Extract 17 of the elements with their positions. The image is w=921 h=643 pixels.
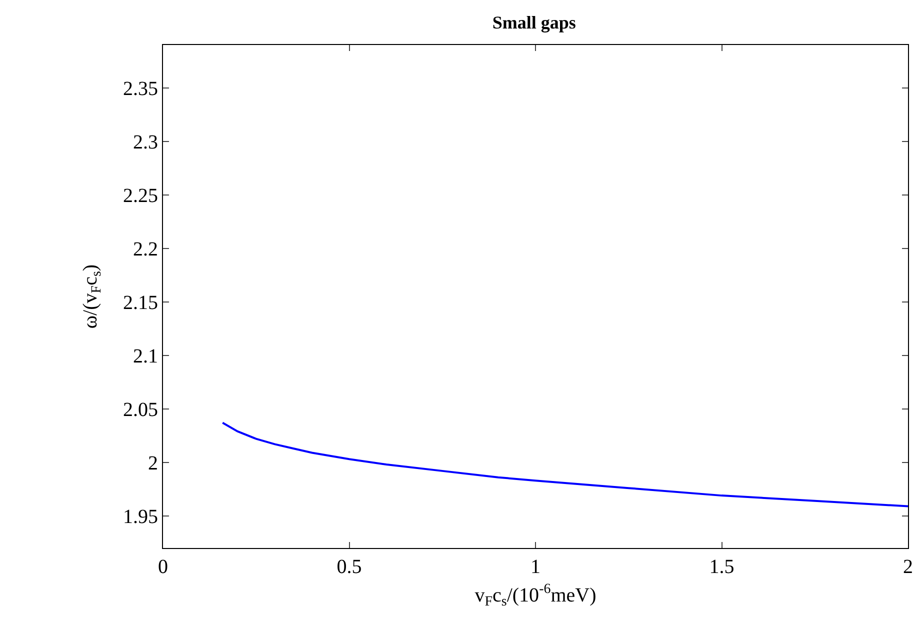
y-tick-label: 2.15 <box>123 292 158 314</box>
y-tick-label: 2.1 <box>133 345 158 368</box>
chart-title: Small gaps <box>492 12 576 33</box>
x-tick-label: 1 <box>530 556 540 578</box>
y-tick-label: 2.05 <box>123 398 158 421</box>
y-tick-label: 2.35 <box>123 78 158 100</box>
x-tick-label: 0 <box>158 556 168 578</box>
y-tick-label: 2.3 <box>133 131 158 154</box>
x-axis-title: v$_{F}$c$_{s}$/(10$^{-6}$meV) <box>474 582 596 610</box>
y-tick-label: 2 <box>148 452 158 474</box>
x-tick-label: 0.5 <box>336 556 362 578</box>
y-tick-label: 2.25 <box>123 184 158 207</box>
y-tick-label: 2.2 <box>133 238 158 260</box>
y-tick-label: 1.95 <box>123 506 158 528</box>
x-tick-label: 2 <box>903 556 913 578</box>
line-series <box>222 422 908 508</box>
x-tick-label: 1.5 <box>709 556 734 578</box>
